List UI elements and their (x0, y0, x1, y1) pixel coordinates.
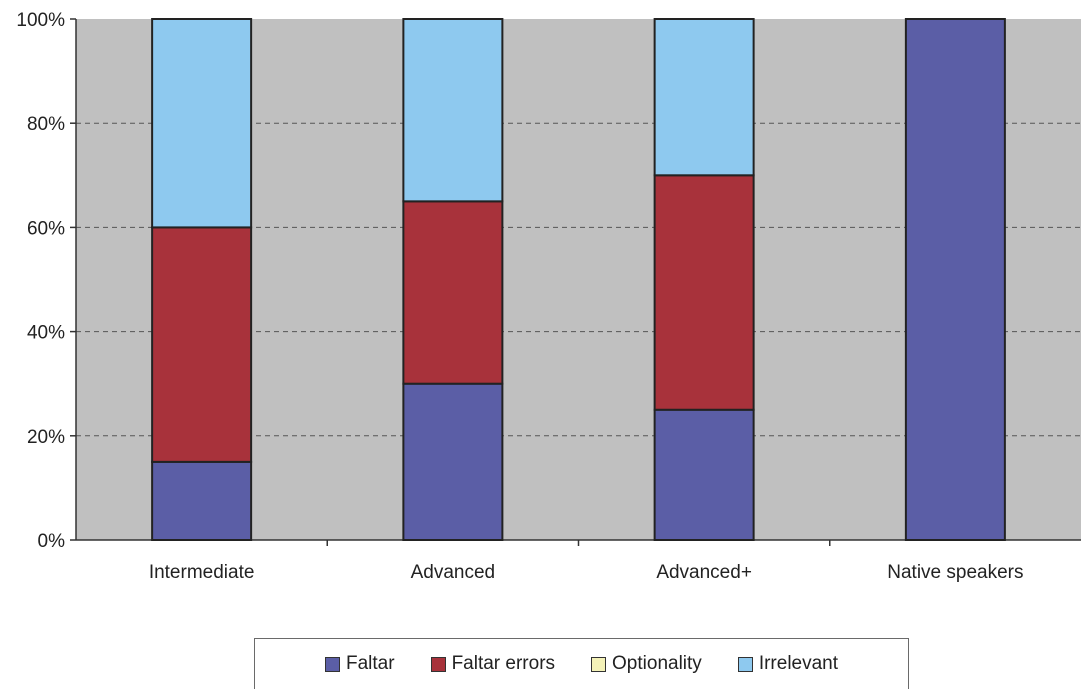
bar-segment-faltar (904, 18, 1006, 541)
y-tick-label: 80% (27, 114, 65, 135)
y-tick-labels: 0% 20% 40% 60% 80% 100% (16, 10, 76, 552)
x-tick-label: Intermediate (149, 562, 255, 583)
legend-item: Irrelevant (737, 653, 839, 675)
legend-swatch (324, 656, 340, 672)
y-tick-label: 60% (27, 218, 65, 239)
legend-label: Optionality (612, 653, 702, 674)
x-tick-label: Advanced (411, 562, 496, 583)
legend-label: Faltar (345, 653, 395, 674)
y-tick-label: 100% (16, 10, 65, 31)
legend-label: Irrelevant (758, 653, 839, 674)
legend: Faltar Faltar errors Optionality Irrelevant (254, 638, 909, 689)
x-tick-labels: Intermediate Advanced Advanced+ Native spea… (149, 540, 1023, 583)
legend-item: Faltar (324, 653, 395, 675)
legend-swatch (430, 656, 446, 672)
bar-segment-faltar (402, 382, 504, 542)
bar-segment-faltar (151, 460, 253, 542)
bar-segment-faltar (653, 408, 755, 541)
bars (151, 18, 1006, 542)
bar-segment-irrelevant (402, 18, 504, 203)
bar-segment-irrelevant (653, 18, 755, 177)
bar-segment-faltar-errors (653, 174, 755, 411)
legend-item: Faltar errors (430, 653, 556, 675)
y-tick-label: 0% (38, 531, 66, 552)
legend-swatch (591, 656, 607, 672)
legend-item: Optionality (591, 653, 702, 675)
bar-segment-irrelevant (151, 18, 253, 229)
y-tick-label: 40% (27, 323, 65, 344)
stacked-bar-chart: 0% 20% 40% 60% 80% 100% Intermediate Advanced A… (16, 10, 1081, 583)
x-tick-label: Advanced+ (656, 562, 752, 583)
legend-swatch (737, 656, 753, 672)
x-tick-label: Native speakers (887, 562, 1023, 583)
bar-segment-faltar-errors (151, 226, 253, 463)
bar-segment-faltar-errors (402, 200, 504, 385)
legend-label: Faltar errors (451, 653, 556, 674)
y-tick-label: 20% (27, 427, 65, 448)
